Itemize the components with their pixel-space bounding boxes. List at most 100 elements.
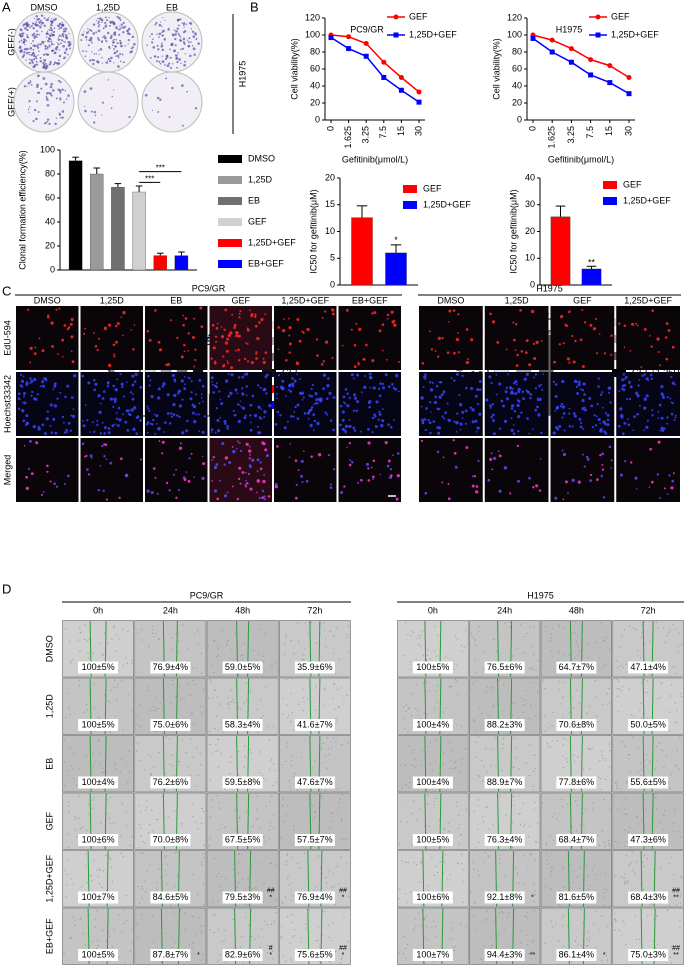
nucleus [489, 313, 492, 316]
colony [61, 89, 63, 91]
nucleus [193, 476, 195, 478]
cell-speck [637, 650, 638, 651]
cell-speck [458, 828, 459, 829]
nucleus [64, 396, 67, 399]
cell-speck [182, 624, 183, 625]
cell-speck [192, 916, 193, 917]
nucleus [583, 393, 586, 396]
colony [181, 84, 184, 87]
cell-speck [538, 660, 539, 661]
nucleus [568, 413, 570, 415]
colony [133, 43, 136, 46]
nucleus [438, 337, 441, 340]
nucleus [66, 385, 69, 388]
nucleus [233, 326, 236, 329]
cell-speck [153, 767, 154, 768]
significance: ** [673, 894, 679, 901]
cell-speck [91, 880, 92, 881]
cell-speck [67, 860, 68, 861]
cell-speck [217, 648, 218, 649]
nucleus [240, 400, 242, 402]
cell-speck [525, 823, 526, 824]
cell-speck [400, 821, 401, 822]
colony [30, 59, 33, 62]
nucleus [227, 362, 229, 364]
cell-speck [603, 842, 604, 843]
colony [56, 97, 58, 99]
micrograph [210, 438, 273, 502]
nucleus [589, 479, 592, 482]
cell-speck [626, 783, 627, 784]
nucleus [620, 474, 623, 477]
nucleus [573, 360, 576, 363]
cell-speck [617, 679, 618, 680]
colony [28, 112, 29, 113]
nucleus [330, 486, 333, 489]
nucleus [442, 415, 444, 417]
nucleus [373, 459, 376, 462]
cell-speck [343, 917, 344, 918]
nucleus [395, 374, 398, 377]
nucleus [387, 314, 390, 317]
nucleus [582, 382, 585, 385]
cell-speck [669, 904, 670, 905]
cell-speck [473, 719, 474, 720]
cell-speck [562, 738, 563, 739]
nucleus [645, 426, 648, 429]
colony [159, 24, 161, 26]
cell-speck [646, 680, 647, 681]
cell-speck [127, 782, 128, 783]
time-label: 72h [307, 605, 322, 615]
nucleus [587, 458, 590, 461]
nucleus [244, 415, 246, 417]
cell-speck [285, 634, 286, 635]
x-tick-label: 1.625 [547, 126, 557, 149]
y-tick-label: 15 [325, 199, 335, 209]
cell-speck [121, 758, 122, 759]
cell-speck [219, 885, 220, 886]
time-label: 24h [497, 605, 512, 615]
time-label: 24h [163, 605, 178, 615]
nucleus [212, 384, 214, 386]
cell-speck [255, 889, 256, 890]
cell-speck [529, 744, 530, 745]
nucleus [18, 397, 21, 400]
cell-speck [326, 647, 327, 648]
colony [155, 22, 157, 24]
nucleus [198, 379, 201, 382]
cell-speck [339, 798, 340, 799]
significance: ## [672, 945, 680, 952]
cell-speck [444, 829, 445, 830]
nucleus [371, 467, 373, 469]
nucleus [306, 328, 309, 331]
nucleus [113, 343, 116, 346]
cell-speck [137, 886, 138, 887]
nucleus [132, 348, 135, 351]
closure-value: 68.4±3% [630, 892, 665, 902]
nucleus [178, 390, 181, 393]
cell-speck [608, 840, 609, 841]
nucleus [517, 399, 519, 401]
nucleus [541, 340, 543, 342]
nucleus [665, 358, 668, 361]
cell-speck [261, 775, 262, 776]
cell-speck [246, 700, 247, 701]
nucleus [342, 419, 345, 422]
cell-speck [447, 741, 448, 742]
significance: * [342, 952, 345, 959]
cell-speck [609, 750, 610, 751]
cell-speck [523, 712, 524, 713]
cell-speck [64, 761, 65, 762]
nucleus [67, 328, 69, 330]
cell-speck [405, 784, 406, 785]
nucleus [169, 489, 171, 491]
cell-speck [482, 921, 483, 922]
nucleus [214, 489, 217, 492]
colony [170, 57, 172, 59]
nucleus [393, 419, 395, 421]
cell-speck [341, 794, 342, 795]
nucleus [392, 454, 394, 456]
nucleus [188, 457, 190, 459]
y-tick-label: 10 [525, 253, 535, 263]
nucleus [656, 337, 659, 340]
